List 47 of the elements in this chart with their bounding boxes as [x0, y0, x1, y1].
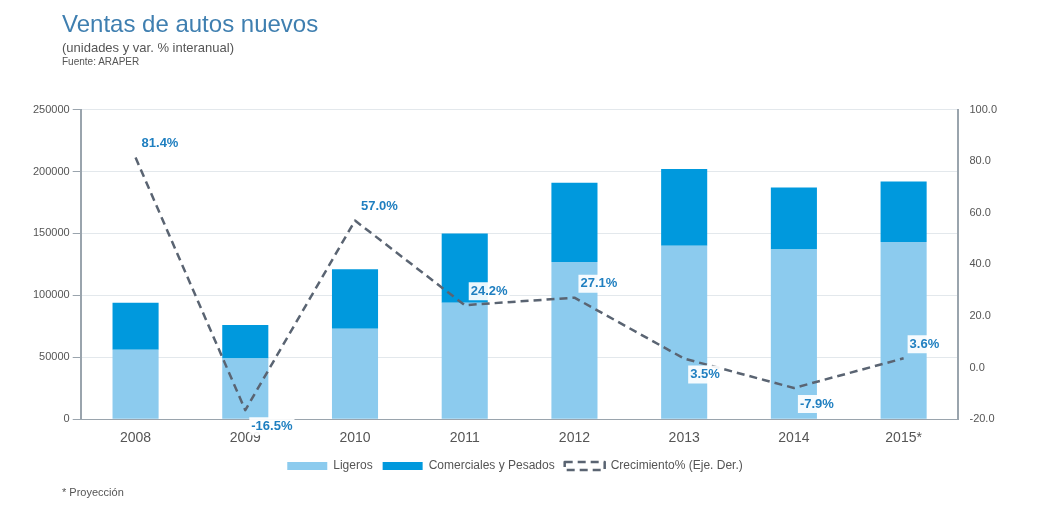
y2-tick-label: 20.0: [969, 309, 991, 322]
y2-tick-label: 40.0: [969, 257, 991, 270]
y-tick-label: 150000: [32, 226, 70, 239]
data-label: 3.6%: [909, 335, 940, 351]
source-note: Fuente: ARAPER: [62, 56, 140, 67]
bar: [441, 302, 488, 419]
x-tick-label: 2015*: [885, 429, 923, 446]
chart-subtitle: (unidades y var. % interanual): [62, 40, 234, 55]
y-tick-label: 100000: [32, 288, 70, 301]
text: * Proyección: [62, 486, 124, 498]
y-tick-label: 0: [63, 412, 70, 425]
line-series: [134, 156, 905, 412]
legend-label: Comerciales y Pesados: [428, 458, 555, 473]
x-tick-label: 2013: [668, 429, 700, 446]
y2-tick-label: 0.0: [969, 360, 985, 373]
y-tick-label: 250000: [32, 102, 70, 115]
data-label: 3.5%: [690, 366, 721, 382]
bar: [222, 325, 269, 359]
data-label: -7.9%: [799, 395, 835, 411]
bar: [770, 187, 817, 250]
legend-label: Crecimiento% (Eje. Der.): [610, 458, 743, 473]
legend-label: Ligeros: [333, 458, 373, 473]
x-tick-label: 2010: [339, 429, 371, 446]
chart-title: Ventas de autos nuevos: [62, 10, 319, 38]
data-label: 81.4%: [141, 135, 179, 151]
x-tick-label: 2008: [119, 429, 152, 446]
y-tick-label: 200000: [32, 164, 70, 177]
bar: [222, 358, 269, 419]
y2-tick-label: -20.0: [969, 412, 995, 425]
y2-tick-label: 100.0: [969, 102, 997, 115]
y-tick-label: 50000: [39, 350, 70, 363]
bar: [331, 328, 379, 419]
x-tick-label: 2012: [558, 429, 591, 446]
bar: [880, 181, 927, 243]
data-label: -16.5%: [251, 417, 293, 433]
bar: [331, 269, 379, 329]
data-label: 57.0%: [361, 198, 399, 214]
data-label: 24.2%: [470, 282, 509, 298]
y2-tick-label: 80.0: [969, 154, 991, 167]
y2-tick-label: 60.0: [969, 205, 991, 218]
data-label: 27.1%: [580, 275, 618, 291]
x-tick-label: 2014: [778, 429, 810, 446]
bar: [112, 302, 159, 350]
bar: [112, 349, 159, 419]
bar: [551, 182, 598, 262]
x-tick-label: 2011: [449, 429, 480, 446]
bar: [661, 169, 708, 246]
